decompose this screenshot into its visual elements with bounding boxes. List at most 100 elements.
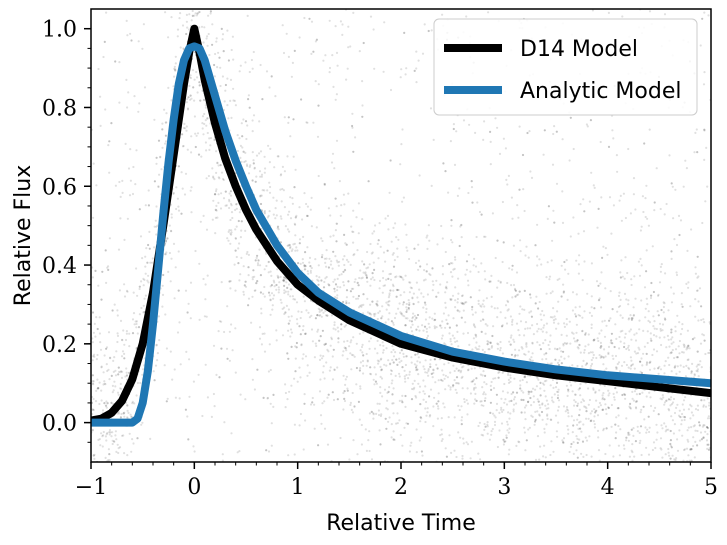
scatter-point: [530, 390, 533, 393]
scatter-point: [365, 276, 368, 279]
scatter-point: [161, 293, 165, 296]
scatter-point: [560, 350, 563, 353]
scatter-point: [414, 353, 417, 356]
scatter-point: [353, 405, 356, 408]
scatter-point: [391, 253, 394, 256]
scatter-point: [299, 262, 302, 265]
scatter-point: [336, 326, 339, 329]
scatter-point: [128, 194, 132, 197]
scatter-point: [665, 346, 668, 349]
scatter-point: [355, 366, 358, 370]
scatter-point: [173, 368, 176, 371]
scatter-point: [115, 350, 118, 353]
scatter-point: [256, 254, 259, 257]
scatter-point: [643, 142, 646, 145]
scatter-point: [537, 307, 540, 310]
scatter-point: [429, 107, 433, 110]
scatter-point: [453, 416, 456, 419]
scatter-point: [580, 452, 583, 455]
scatter-point: [288, 243, 291, 246]
scatter-point: [645, 363, 648, 366]
scatter-point: [540, 263, 543, 266]
scatter-point: [456, 309, 459, 312]
scatter-point: [292, 243, 295, 246]
scatter-point: [680, 423, 683, 426]
scatter-point: [397, 307, 400, 310]
scatter-point: [131, 400, 134, 403]
scatter-point: [172, 192, 175, 195]
scatter-point: [571, 364, 574, 367]
scatter-point: [345, 302, 348, 305]
scatter-point: [697, 477, 699, 479]
scatter-point: [220, 171, 224, 174]
scatter-point: [557, 363, 561, 367]
scatter-point: [622, 444, 626, 447]
scatter-point: [572, 441, 575, 444]
scatter-point: [475, 377, 478, 380]
scatter-point: [170, 229, 173, 232]
scatter-point: [483, 120, 486, 123]
scatter-point: [334, 98, 337, 101]
scatter-point: [567, 390, 570, 393]
scatter-point: [670, 331, 673, 334]
scatter-point: [287, 283, 291, 286]
scatter-point: [523, 289, 526, 292]
scatter-point: [99, 444, 102, 447]
scatter-point: [139, 381, 142, 385]
scatter-point: [511, 264, 514, 267]
scatter-point: [144, 294, 147, 297]
scatter-point: [655, 423, 658, 426]
scatter-point: [144, 272, 147, 275]
scatter-point: [567, 415, 570, 418]
scatter-point: [287, 315, 290, 318]
scatter-point: [531, 415, 534, 418]
scatter-point: [255, 282, 258, 285]
scatter-point: [690, 370, 693, 373]
scatter-point: [581, 329, 584, 332]
scatter-point: [660, 308, 663, 312]
scatter-point: [441, 438, 444, 441]
scatter-point: [442, 373, 445, 376]
scatter-point: [263, 285, 266, 289]
scatter-point: [473, 387, 476, 390]
scatter-point: [487, 348, 490, 351]
scatter-point: [244, 151, 247, 154]
scatter-point: [94, 269, 97, 272]
scatter-point: [331, 54, 334, 57]
scatter-point: [560, 333, 563, 336]
scatter-point: [508, 267, 511, 270]
scatter-point: [261, 189, 264, 192]
scatter-point: [303, 393, 306, 396]
scatter-point: [299, 316, 302, 320]
scatter-point: [405, 310, 408, 313]
scatter-point: [156, 224, 159, 227]
scatter-point: [501, 371, 504, 374]
scatter-point: [449, 388, 452, 391]
scatter-point: [645, 249, 648, 252]
scatter-point: [649, 404, 653, 408]
scatter-point: [129, 413, 132, 416]
scatter-point: [429, 363, 432, 366]
scatter-point: [595, 409, 598, 412]
scatter-point: [705, 426, 709, 429]
scatter-point: [500, 397, 503, 400]
scatter-point: [91, 311, 95, 314]
scatter-point: [398, 357, 401, 360]
scatter-point: [572, 419, 576, 422]
scatter-point: [507, 174, 510, 177]
scatter-point: [114, 60, 117, 63]
scatter-point: [418, 288, 421, 291]
scatter-point: [237, 219, 240, 223]
scatter-point: [603, 348, 606, 351]
scatter-point: [382, 351, 385, 354]
scatter-point: [522, 398, 525, 402]
scatter-point: [704, 464, 706, 466]
scatter-point: [648, 426, 651, 429]
scatter-point: [694, 440, 697, 443]
scatter-point: [325, 257, 328, 260]
scatter-point: [494, 256, 497, 260]
scatter-point: [320, 309, 323, 312]
scatter-point: [693, 456, 696, 459]
scatter-point: [344, 347, 347, 350]
scatter-point: [358, 418, 361, 421]
